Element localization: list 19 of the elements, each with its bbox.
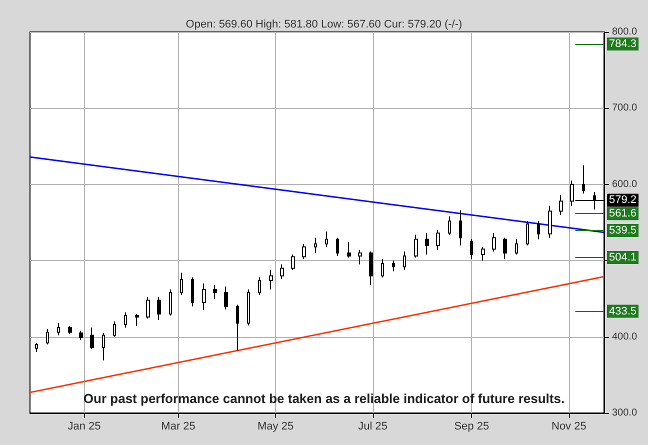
y-tick-label: 300.0 <box>612 408 638 418</box>
ref-line-label: 561.6 <box>609 208 637 220</box>
annotation: Our past performance cannot be taken as a reliable indicator of future results. <box>83 391 565 406</box>
y-tick-label: 700.0 <box>612 102 638 114</box>
chart-subtitle: Open: 569.60 High: 581.80 Low: 567.60 Cur: 579.20 (-/-) <box>186 18 462 30</box>
ref-line-label: 579.2 <box>609 194 637 206</box>
ref-line-label: 504.1 <box>609 251 637 264</box>
y-tick-label: 600.0 <box>612 178 638 190</box>
x-tick-label: Mar 25 <box>161 420 196 432</box>
ref-line-label: 539.5 <box>609 224 637 236</box>
x-tick-label: Nov 25 <box>551 420 586 432</box>
x-tick-label: Sep 25 <box>454 420 490 432</box>
x-tick-label: Jan 25 <box>68 420 101 432</box>
ref-line-label: 433.5 <box>609 305 637 318</box>
x-tick-label: Jul 25 <box>358 420 388 432</box>
ref-line-label: 784.3 <box>609 38 637 50</box>
x-tick-label: May 25 <box>258 420 294 432</box>
y-tick-label: 400.0 <box>612 331 638 342</box>
y-tick-label: 800.0 <box>612 26 638 38</box>
